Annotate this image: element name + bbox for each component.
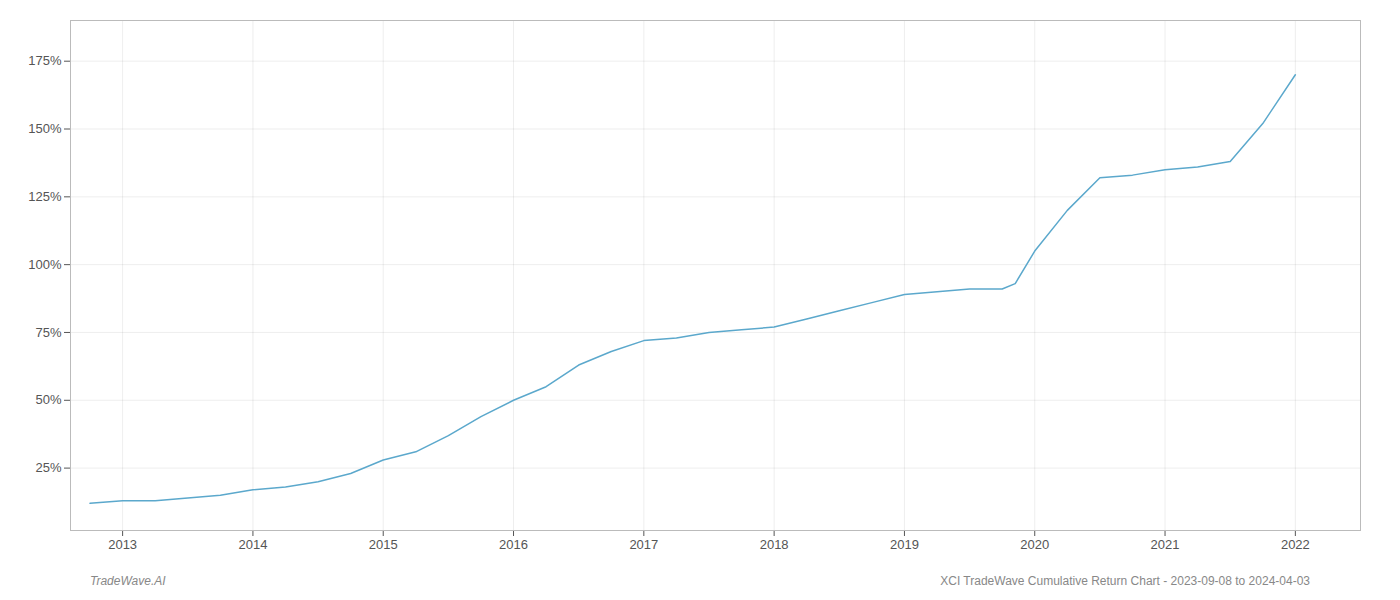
svg-text:2016: 2016 — [499, 537, 528, 552]
svg-text:175%: 175% — [28, 53, 62, 68]
svg-text:2013: 2013 — [108, 537, 137, 552]
svg-text:2022: 2022 — [1281, 537, 1310, 552]
svg-text:2015: 2015 — [369, 537, 398, 552]
svg-text:50%: 50% — [35, 392, 61, 407]
svg-text:2017: 2017 — [629, 537, 658, 552]
svg-text:75%: 75% — [35, 325, 61, 340]
html-text:XCI TradeWave Cumulative Retur: XCI TradeWave Cumulative Return Chart - … — [940, 574, 1310, 588]
svg-text:2020: 2020 — [1020, 537, 1049, 552]
svg-text:2018: 2018 — [760, 537, 789, 552]
svg-text:25%: 25% — [35, 460, 61, 475]
svg-text:2014: 2014 — [238, 537, 267, 552]
svg-text:2021: 2021 — [1151, 537, 1180, 552]
svg-text:125%: 125% — [28, 189, 62, 204]
svg-text:100%: 100% — [28, 257, 62, 272]
html-text:TradeWave.AI: TradeWave.AI — [90, 574, 166, 588]
svg-text:150%: 150% — [28, 121, 62, 136]
svg-text:2019: 2019 — [890, 537, 919, 552]
